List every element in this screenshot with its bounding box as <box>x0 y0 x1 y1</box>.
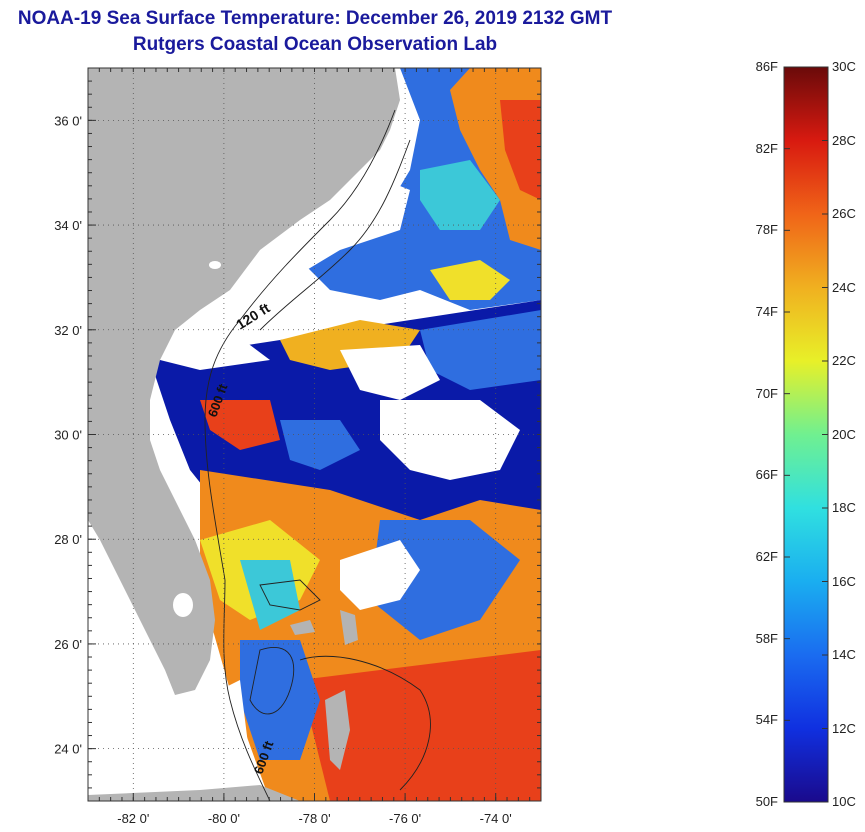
lat-tick-label: 28 0' <box>54 532 82 547</box>
land-bahamas <box>290 610 358 770</box>
colorbar <box>783 66 829 803</box>
map-layers <box>88 68 541 801</box>
colorbar-celsius-label: 24C <box>832 279 856 295</box>
lon-tick-label: -80 0' <box>208 811 240 826</box>
colorbar-fahrenheit-label: 82F <box>755 140 778 156</box>
colorbar-fahrenheit-label: 78F <box>755 222 778 238</box>
lon-tick-label: -78 0' <box>298 811 330 826</box>
colorbar-fahrenheit-label: 54F <box>755 712 778 728</box>
colorbar-celsius-label: 18C <box>832 500 856 515</box>
colorbar-fahrenheit-label: 66F <box>755 467 778 483</box>
bathymetry-contours <box>204 109 431 801</box>
sst-field <box>150 68 541 801</box>
graticule <box>88 68 541 801</box>
colorbar-celsius-label: 14C <box>832 647 856 662</box>
colorbar-celsius-label: 26C <box>832 206 856 221</box>
colorbar-celsius-label: 22C <box>832 353 856 368</box>
lat-tick-label: 30 0' <box>54 428 82 443</box>
colorbar-celsius-label: 12C <box>832 720 856 736</box>
lat-tick-label: 34 0' <box>54 218 82 233</box>
lon-tick-label: -74 0' <box>480 811 512 826</box>
colorbar-fahrenheit-label: 58F <box>755 630 778 646</box>
colorbar-fahrenheit-label: 62F <box>755 549 778 564</box>
lat-tick-label: 36 0' <box>54 113 82 128</box>
colorbar-celsius-label: 16C <box>832 573 856 589</box>
colorbar-fahrenheit-label: 50F <box>755 794 778 809</box>
land-us-east-coast <box>88 68 400 695</box>
map-title: NOAA-19 Sea Surface Temperature: Decembe… <box>17 8 613 29</box>
map-subtitle: Rutgers Coastal Ocean Observation Lab <box>132 34 498 55</box>
colorbar-celsius-label: 28C <box>832 132 856 148</box>
lat-tick-label: 32 0' <box>54 323 82 338</box>
colorbar-fahrenheit-label: 74F <box>755 304 778 319</box>
lon-tick-label: -76 0' <box>389 811 421 826</box>
colorbar-fahrenheit-label: 86F <box>755 59 778 74</box>
lat-tick-label: 26 0' <box>54 637 82 652</box>
colorbar-celsius-label: 30C <box>832 59 856 74</box>
map-axes: -82 0' -80 0' -78 0' -76 0' -74 0' 24 0' 26 0'… <box>54 67 542 826</box>
colorbar-fahrenheit-label: 70F <box>755 385 778 401</box>
colorbar-celsius-label: 10C <box>832 794 856 809</box>
lakes <box>98 261 221 617</box>
lon-tick-label: -82 0' <box>117 811 149 826</box>
colorbar-celsius-label: 20C <box>832 426 856 442</box>
colorbar-ticks <box>784 66 828 803</box>
lat-tick-label: 24 0' <box>54 742 82 757</box>
